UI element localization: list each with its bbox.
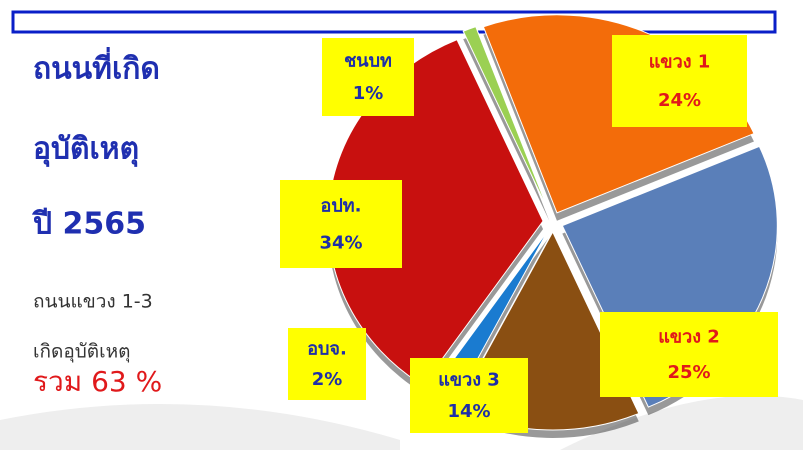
value-label: 2% xyxy=(312,369,343,390)
labels: แขวง 1 24% แขวง 2 25% แขวง 3 14% อบจ. 2% อปท. 34%… xyxy=(280,35,778,433)
slice-label: อปท. xyxy=(321,195,362,216)
annotation: รวม 63 % xyxy=(33,365,162,398)
annotation: ถนนแขวง 1-3 xyxy=(33,291,153,313)
value-label: 34% xyxy=(319,232,362,253)
pie-slice xyxy=(462,26,550,213)
label-box xyxy=(612,35,747,127)
label-box xyxy=(410,358,528,433)
value-label: 1% xyxy=(353,83,384,104)
title-line: ถนนที่เกิด xyxy=(33,47,160,87)
header-frame xyxy=(11,10,777,34)
slice-label: ชนบท xyxy=(344,50,392,71)
title-line: อุบัติเหตุ xyxy=(33,132,139,168)
title-line: ปี 2565 xyxy=(31,207,146,242)
slice-label: อบจ. xyxy=(307,339,347,360)
annotation: เกิดอุบัติเหตุ xyxy=(33,341,131,364)
label-box xyxy=(288,328,366,400)
pie-slice-depth xyxy=(463,34,550,221)
value-label: 25% xyxy=(667,362,710,383)
road-decoration xyxy=(0,404,400,450)
label-box xyxy=(600,312,778,397)
label-box xyxy=(280,180,402,268)
slice-label: แขวง 2 xyxy=(658,327,720,348)
road-decoration xyxy=(560,395,803,450)
value-label: 24% xyxy=(658,90,701,111)
value-label: 14% xyxy=(447,401,490,422)
slice-label: แขวง 3 xyxy=(438,370,500,391)
label-box xyxy=(322,38,414,116)
slice-label: แขวง 1 xyxy=(649,52,711,73)
